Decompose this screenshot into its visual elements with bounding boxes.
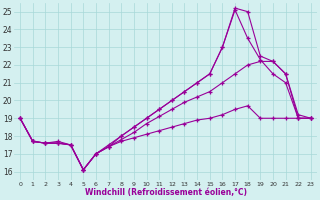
X-axis label: Windchill (Refroidissement éolien,°C): Windchill (Refroidissement éolien,°C) [84, 188, 246, 197]
